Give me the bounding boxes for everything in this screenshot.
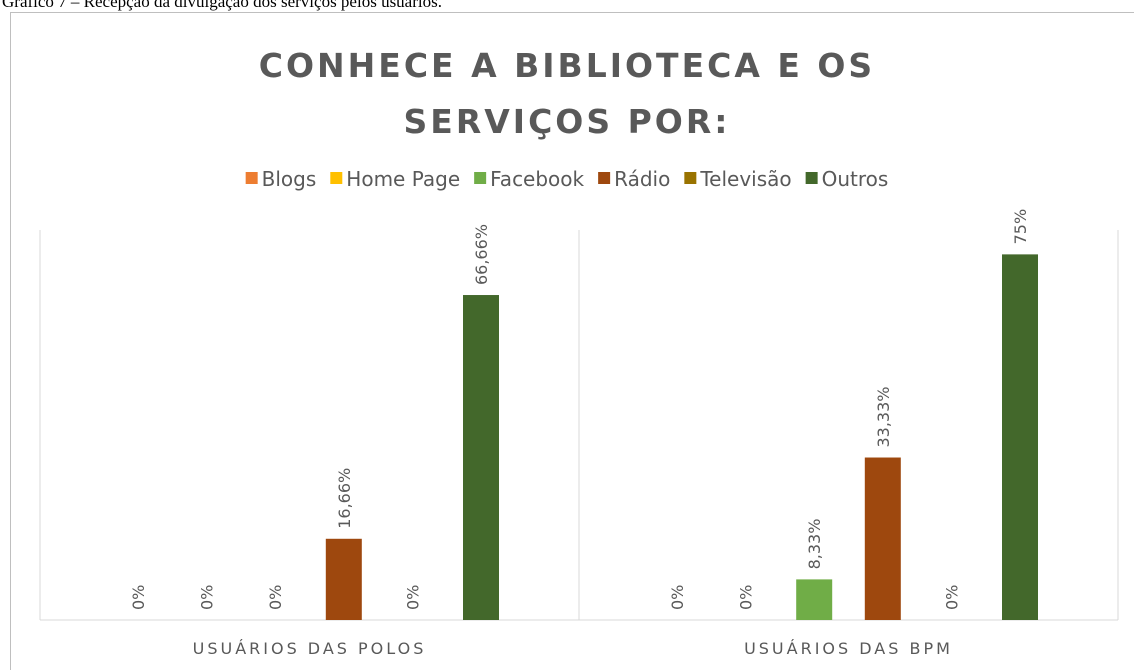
chart-frame [10, 12, 1134, 670]
data-label: 66,66% [472, 224, 491, 285]
data-label: 8,33% [805, 519, 824, 570]
legend-label: Televisão [699, 167, 791, 191]
bar [864, 457, 901, 620]
legend-swatch [598, 172, 611, 184]
bar [1002, 254, 1038, 620]
data-label: 0% [942, 585, 961, 610]
data-label: 0% [129, 585, 148, 610]
legend-swatch [330, 172, 343, 184]
legend-label: Facebook [490, 167, 584, 191]
bar [463, 295, 499, 620]
data-label: 16,66% [335, 468, 354, 529]
data-label: 0% [737, 585, 756, 610]
x-tick-label: USUÁRIOS DAS BPM [744, 639, 953, 658]
legend-label: Rádio [614, 167, 670, 191]
legend-label: Home Page [346, 167, 460, 191]
legend-label: Blogs [262, 167, 317, 191]
legend-swatch [684, 172, 697, 184]
caption: Gráfico 7 – Recepção da divulgação dos s… [2, 0, 442, 11]
data-label: 75% [1011, 209, 1030, 245]
data-label: 0% [668, 585, 687, 610]
legend-swatch [245, 172, 258, 184]
legend-label: Outros [822, 167, 889, 191]
data-label: 0% [198, 585, 217, 610]
data-label: 0% [266, 585, 285, 610]
x-tick-label: USUÁRIOS DAS POLOS [193, 639, 427, 658]
bar [796, 579, 833, 620]
data-label: 0% [403, 585, 422, 610]
data-label: 33,33% [874, 387, 893, 448]
bar [325, 538, 362, 620]
legend-swatch [805, 172, 818, 184]
title-box: CONHECE A BIBLIOTECA E OS SERVIÇOS POR: [0, 38, 1134, 150]
chart-title: CONHECE A BIBLIOTECA E OS SERVIÇOS POR: [258, 46, 876, 141]
legend-swatch [474, 172, 487, 184]
